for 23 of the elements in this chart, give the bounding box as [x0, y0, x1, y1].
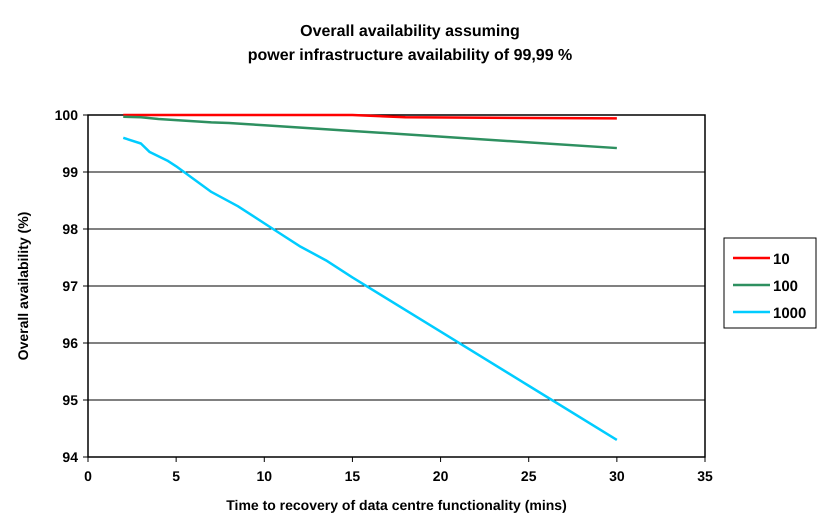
chart-title: Overall availability assuming power infrastructure availability of 99,99 %	[248, 23, 572, 64]
line-series	[122, 115, 618, 150]
y-tick-label: 96	[62, 335, 78, 351]
y-tick-label: 94	[62, 449, 78, 465]
x-tick-label: 5	[172, 468, 180, 484]
x-tick-label: 25	[520, 468, 537, 484]
legend-label: 1000	[773, 305, 806, 322]
y-tick-label: 95	[62, 392, 78, 408]
legend-label: 100	[773, 278, 798, 295]
y-tick-label: 100	[54, 107, 78, 123]
x-axis-title: Time to recovery of data centre functionality (mins)	[226, 497, 567, 513]
x-tick-label: 0	[84, 468, 92, 484]
x-tick-label: 30	[609, 468, 625, 484]
x-tick-label: 20	[432, 468, 449, 484]
y-tick-label: 98	[62, 221, 78, 237]
line-series	[122, 136, 618, 442]
x-tick-label: 15	[344, 468, 360, 484]
y-axis-title: Overall availability (%)	[15, 212, 31, 360]
x-tick-label: 35	[697, 468, 713, 484]
x-tick-label: 10	[256, 468, 272, 484]
legend-label: 10	[773, 251, 790, 268]
y-tick-label: 97	[62, 278, 78, 294]
y-tick-label: 99	[62, 164, 78, 180]
